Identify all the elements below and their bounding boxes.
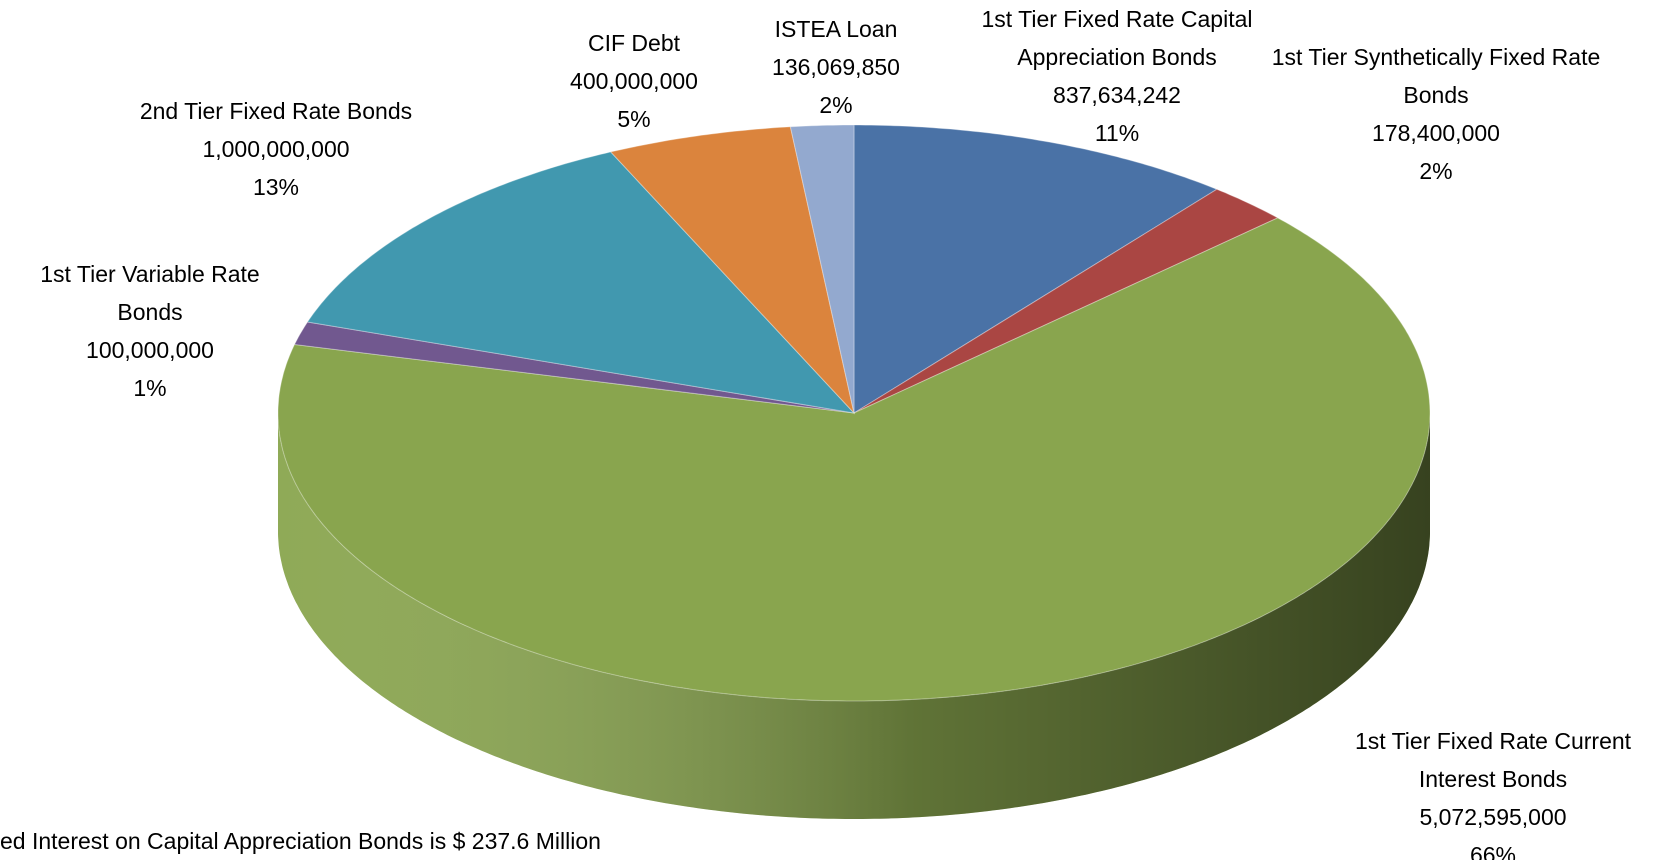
label-name: CIF Debt bbox=[587, 30, 681, 56]
label-name: 1st Tier Synthetically Fixed Rate Bonds bbox=[1271, 44, 1601, 108]
label-percent: 5% bbox=[617, 106, 651, 132]
slice bbox=[853, 188, 1279, 414]
label-percent: 2% bbox=[1419, 158, 1453, 184]
data-label: 1st Tier Fixed Rate Current Interest Bon… bbox=[1318, 722, 1664, 860]
slice-side-shade bbox=[278, 413, 1430, 819]
data-label: CIF Debt 400,000,000 5% bbox=[524, 24, 744, 138]
label-value: 400,000,000 bbox=[570, 68, 698, 94]
slice bbox=[306, 151, 856, 414]
label-value: 100,000,000 bbox=[86, 337, 214, 363]
data-label: 1st Tier Fixed Rate Capital Appreciation… bbox=[942, 0, 1292, 152]
label-value: 178,400,000 bbox=[1372, 120, 1500, 146]
label-percent: 66% bbox=[1469, 842, 1517, 860]
label-value: 136,069,850 bbox=[772, 54, 900, 80]
data-label: 1st Tier Variable Rate Bonds 100,000,000 1… bbox=[5, 255, 295, 407]
label-percent: 1% bbox=[133, 375, 167, 401]
label-percent: 11% bbox=[1094, 120, 1140, 146]
label-value: 5,072,595,000 bbox=[1419, 804, 1567, 830]
slice bbox=[277, 217, 1431, 702]
data-label: 2nd Tier Fixed Rate Bonds 1,000,000,000 13… bbox=[86, 92, 466, 206]
data-label: ISTEA Loan 136,069,850 2% bbox=[726, 10, 946, 124]
slice bbox=[789, 124, 855, 414]
label-percent: 2% bbox=[819, 92, 853, 118]
slice bbox=[609, 126, 855, 415]
annotation: ed Interest on Capital Appreciation Bond… bbox=[0, 828, 601, 854]
label-value: 1,000,000,000 bbox=[202, 136, 350, 162]
label-percent: 13% bbox=[252, 174, 300, 200]
label-name: 1st Tier Fixed Rate Capital Appreciation… bbox=[981, 6, 1253, 70]
label-name: 1st Tier Variable Rate Bonds bbox=[40, 261, 260, 325]
slice bbox=[293, 321, 855, 414]
slice bbox=[853, 124, 1218, 414]
label-value: 837,634,242 bbox=[1053, 82, 1181, 108]
data-label: 1st Tier Synthetically Fixed Rate Bonds 1… bbox=[1261, 38, 1611, 190]
label-name: ISTEA Loan bbox=[774, 16, 898, 42]
label-name: 2nd Tier Fixed Rate Bonds bbox=[139, 98, 413, 124]
label-name: 1st Tier Fixed Rate Current Interest Bon… bbox=[1354, 728, 1632, 792]
